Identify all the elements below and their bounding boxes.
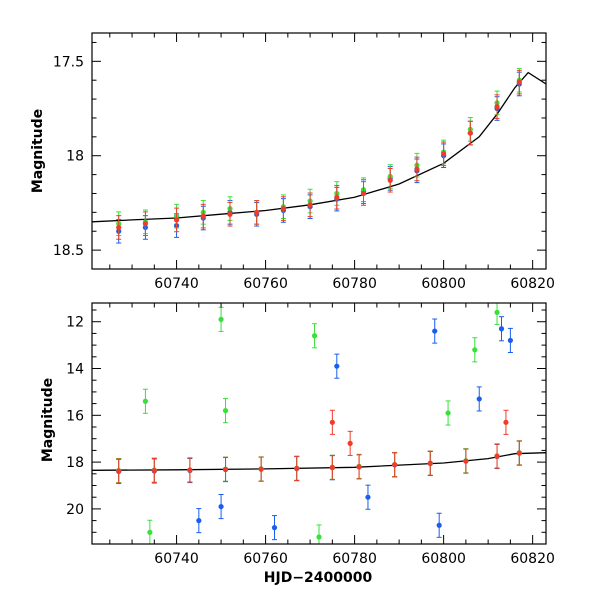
data-point (436, 512, 442, 538)
y-tick-label: 16 (66, 408, 84, 424)
model-curve (92, 71, 546, 223)
data-point (392, 452, 398, 478)
data-point (516, 440, 522, 466)
data-point (467, 120, 473, 146)
data-point (445, 400, 451, 426)
data-point (365, 484, 371, 510)
y-tick-label: 17.5 (53, 54, 84, 70)
data-point (476, 386, 482, 412)
data-point (356, 454, 362, 480)
x-tick-label: 60780 (332, 551, 377, 567)
x-tick-label: 60800 (421, 276, 466, 292)
plot-frame (91, 302, 547, 545)
data-point (507, 327, 513, 353)
plot-area (92, 67, 546, 244)
series-0 (116, 316, 522, 541)
plot-area (92, 303, 546, 544)
data-point (503, 409, 509, 435)
y-tick-label: 18 (66, 149, 84, 165)
y-tick-label: 14 (66, 362, 84, 378)
top-y-axis-label: Magnitude (30, 109, 46, 193)
data-point (294, 455, 300, 481)
series-2 (116, 69, 522, 240)
data-point (222, 398, 229, 424)
x-axis-label: HJD−2400000 (264, 570, 373, 586)
model-curve (92, 452, 546, 471)
data-point (360, 181, 367, 206)
data-point (463, 448, 469, 474)
x-tick-label: 60820 (510, 276, 555, 292)
top-panel: 60740 60760 60780 60800 60820 17.5 18 18.5 (53, 32, 555, 292)
data-point (307, 192, 313, 218)
data-point (427, 450, 433, 476)
y-tick-label: 18.5 (53, 243, 84, 259)
data-point (196, 508, 202, 534)
data-point (258, 456, 264, 482)
data-point (329, 409, 335, 435)
data-point (173, 207, 180, 233)
data-point (441, 141, 447, 167)
plot-frame (91, 32, 547, 270)
y-tick-label: 18 (66, 455, 84, 471)
data-point (116, 215, 122, 240)
data-point (280, 196, 286, 221)
data-point (516, 69, 522, 95)
data-point (329, 454, 335, 481)
data-point (227, 201, 233, 227)
data-point (494, 94, 500, 119)
y-tick-label: 20 (66, 502, 84, 518)
data-point (147, 519, 153, 544)
data-point (116, 458, 122, 484)
x-tick-label: 60740 (154, 551, 199, 567)
data-point (498, 316, 505, 342)
data-point (387, 167, 393, 193)
data-point (218, 494, 224, 520)
x-tick-label: 60780 (332, 276, 377, 292)
data-point (200, 203, 206, 229)
data-point (334, 184, 340, 210)
data-point (142, 211, 149, 236)
bottom-y-axis-label: Magnitude (40, 378, 56, 462)
data-point (472, 337, 478, 363)
x-tick-label: 60740 (154, 276, 199, 292)
data-point (187, 457, 193, 483)
data-point (347, 430, 353, 456)
x-tick-label: 60820 (510, 551, 555, 567)
data-point (494, 443, 500, 469)
data-point (218, 306, 224, 332)
data-point (432, 318, 438, 344)
data-point (271, 515, 278, 541)
data-point (151, 457, 157, 484)
x-tick-label: 60760 (243, 276, 288, 292)
data-point (254, 200, 260, 225)
x-tick-label: 60760 (243, 551, 288, 567)
series-2 (116, 409, 522, 484)
x-tick-label: 60800 (421, 551, 466, 567)
data-point (494, 303, 500, 325)
data-point (316, 524, 322, 544)
data-point (414, 156, 420, 182)
data-point (142, 388, 149, 414)
y-tick-label: 12 (66, 315, 84, 331)
series-1 (116, 303, 522, 544)
data-point (311, 323, 318, 349)
data-point (334, 353, 340, 379)
bottom-panel: 60740 60760 60780 60800 60820 12 14 16 18 20 (66, 302, 555, 567)
data-point (222, 456, 229, 482)
